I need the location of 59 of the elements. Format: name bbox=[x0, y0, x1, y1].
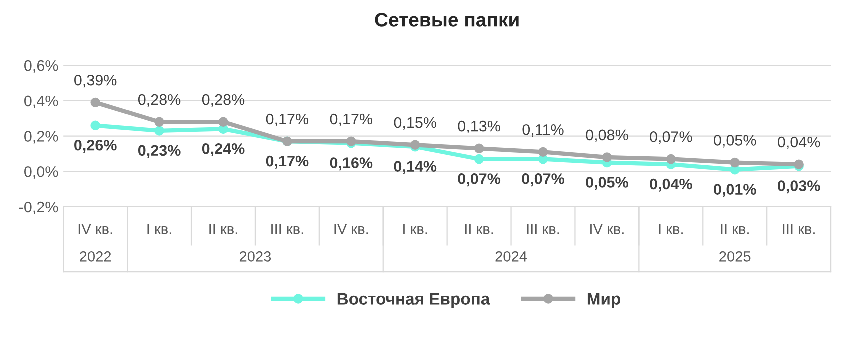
data-label: 0,15% bbox=[394, 117, 436, 130]
x-tick-label: I кв. bbox=[659, 224, 683, 234]
data-label: 0,07% bbox=[458, 174, 501, 187]
data-label: 0,11% bbox=[522, 124, 564, 138]
x-tick-label: II кв. bbox=[465, 224, 494, 234]
y-tick-label: 0,6% bbox=[24, 60, 58, 74]
data-label: 0,13% bbox=[458, 120, 500, 134]
data-label: 0,17% bbox=[330, 114, 373, 126]
legend-label: Мир bbox=[588, 293, 620, 308]
data-label: 0,26% bbox=[74, 140, 117, 153]
y-tick-label: 0,0% bbox=[24, 166, 58, 180]
x-tick-label: III кв. bbox=[527, 224, 560, 234]
x-tick-label: I кв. bbox=[404, 224, 428, 234]
data-label: 0,03% bbox=[778, 180, 820, 194]
point bbox=[154, 126, 164, 136]
data-label: 0,04% bbox=[650, 178, 692, 192]
x-tick-label: I кв. bbox=[148, 224, 172, 234]
x-tick-label: III кв. bbox=[272, 224, 304, 234]
data-label: 0,17% bbox=[266, 156, 309, 169]
point bbox=[90, 120, 100, 131]
data-label: 0,24% bbox=[202, 143, 245, 157]
point bbox=[474, 144, 484, 154]
data-label: 0,23% bbox=[138, 145, 181, 158]
data-label: 0,05% bbox=[714, 135, 756, 148]
text: 2022 bbox=[80, 252, 112, 262]
point bbox=[218, 117, 228, 127]
x-tick-label: II кв. bbox=[210, 224, 238, 234]
data-label: 0,07% bbox=[650, 132, 692, 144]
point bbox=[154, 117, 164, 127]
text: 2024 bbox=[496, 252, 528, 262]
chart-title: Сетевые папки bbox=[375, 13, 519, 27]
data-label: 0,14% bbox=[394, 161, 437, 174]
data-label: 0,05% bbox=[586, 177, 628, 190]
text: 2025 bbox=[720, 252, 751, 262]
data-label: 0,39% bbox=[74, 74, 117, 88]
point bbox=[666, 154, 676, 164]
point bbox=[90, 98, 100, 108]
point bbox=[730, 158, 740, 168]
x-tick-label: III кв. bbox=[783, 224, 815, 234]
data-label: 0,08% bbox=[586, 130, 628, 142]
y-tick-label: -0,2% bbox=[20, 202, 58, 214]
x-tick-label: IV кв. bbox=[78, 224, 112, 234]
data-label: 0,17% bbox=[266, 114, 309, 126]
data-label: 0,28% bbox=[138, 94, 181, 108]
x-tick-label: IV кв. bbox=[590, 224, 624, 234]
text: 2023 bbox=[240, 252, 272, 262]
data-label: 0,04% bbox=[778, 136, 820, 150]
data-label: 0,28% bbox=[202, 94, 245, 108]
point bbox=[474, 154, 484, 164]
point bbox=[538, 147, 548, 158]
data-label: 0,16% bbox=[330, 158, 373, 171]
data-label: 0,07% bbox=[522, 174, 565, 187]
point bbox=[602, 152, 612, 162]
legend-label: Восточная Европа bbox=[338, 293, 490, 308]
y-tick-label: 0,2% bbox=[24, 131, 58, 144]
y-tick-label: 0,4% bbox=[24, 96, 58, 108]
data-label: 0,01% bbox=[714, 184, 756, 198]
x-tick-label: IV кв. bbox=[334, 224, 368, 234]
x-tick-label: II кв. bbox=[721, 224, 749, 234]
